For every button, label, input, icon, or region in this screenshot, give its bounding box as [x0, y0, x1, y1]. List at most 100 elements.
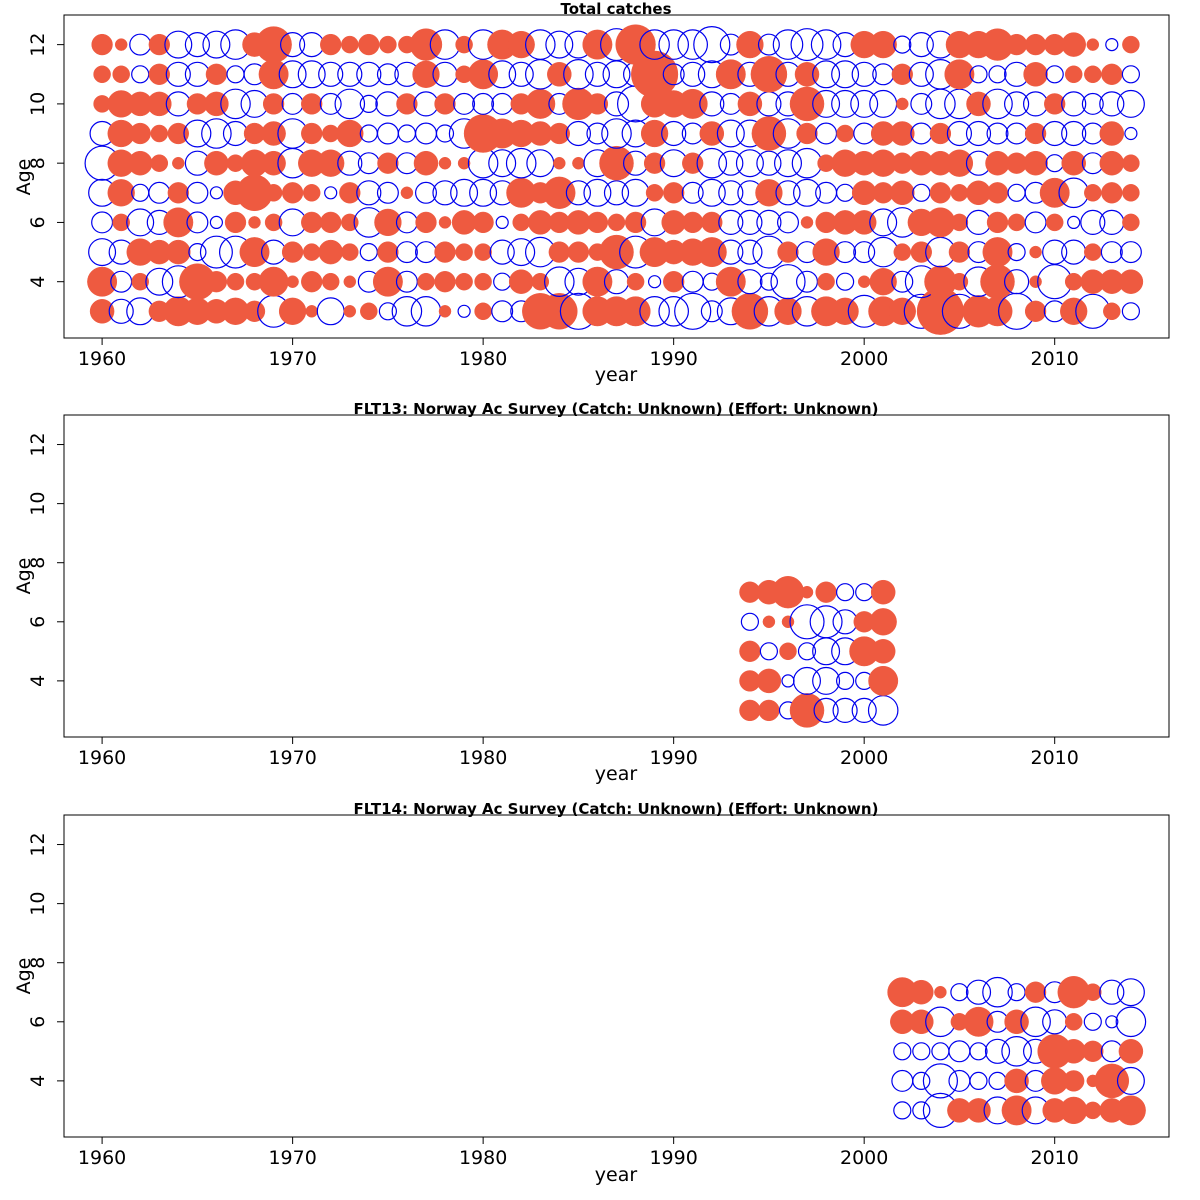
bubble-positive — [982, 296, 1013, 327]
x-tick-label: 1960 — [78, 747, 126, 769]
bubble-positive — [472, 211, 494, 234]
bubble-negative — [1116, 89, 1145, 118]
bubble-positive — [204, 91, 229, 117]
bubble-positive — [318, 239, 343, 265]
bubble-positive — [243, 300, 266, 322]
bubble-negative — [1061, 120, 1087, 147]
bubble-negative — [602, 60, 631, 89]
bubble-positive — [896, 97, 909, 111]
bubble-negative — [781, 674, 795, 688]
bubble-positive — [1060, 1096, 1088, 1125]
bubble-negative — [893, 1042, 912, 1061]
bubble-positive — [831, 297, 859, 325]
bubble-negative — [359, 243, 378, 262]
bubble-positive — [815, 581, 837, 603]
bubble-positive — [1004, 1068, 1029, 1094]
bubble-negative — [621, 178, 650, 207]
bubble-negative — [376, 63, 399, 86]
bubble-positive — [112, 65, 130, 84]
bubble-positive — [1063, 1070, 1085, 1092]
bubble-positive — [1005, 33, 1028, 56]
bubble-positive — [796, 122, 818, 145]
bubble-positive — [986, 211, 1009, 234]
plot-frame — [63, 14, 1170, 339]
bubble-positive — [857, 275, 871, 288]
bubble-positive — [870, 579, 896, 605]
bubble-positive — [264, 213, 283, 232]
bubble-positive — [645, 184, 664, 202]
bubble-positive — [1004, 1009, 1029, 1035]
bubble-positive — [305, 305, 318, 318]
bubble-negative — [1003, 91, 1030, 117]
bubble-positive — [1024, 981, 1047, 1003]
bubble-negative — [891, 1069, 914, 1092]
bubble-negative — [810, 29, 842, 60]
bubble-negative — [832, 609, 858, 635]
bubble-negative — [278, 60, 307, 89]
bubble-positive — [1023, 62, 1048, 87]
bubble-negative — [812, 666, 841, 695]
bubble-negative — [922, 1063, 959, 1099]
bubble-positive — [320, 33, 342, 56]
bubble-negative — [792, 666, 821, 695]
bubble-negative — [410, 295, 442, 327]
bubble-negative — [912, 183, 931, 202]
bubble-negative — [812, 89, 841, 118]
bubble-negative — [697, 178, 726, 207]
bubble-negative — [1100, 241, 1123, 264]
bubble-positive — [1122, 213, 1140, 232]
bubble-negative — [129, 33, 152, 56]
bubble-negative — [770, 264, 806, 300]
bubble-negative — [1042, 120, 1068, 147]
bubble-negative — [756, 150, 782, 176]
bubble-positive — [1103, 302, 1121, 321]
x-tick-label: 2000 — [840, 747, 888, 769]
bubble-positive — [1115, 1095, 1146, 1126]
bubble-negative — [1119, 241, 1142, 264]
y-tick-label: 12 — [27, 832, 49, 856]
bubble-positive — [438, 305, 452, 318]
bubble-negative — [1042, 1009, 1068, 1035]
bubble-positive — [455, 35, 473, 54]
bubble-positive — [715, 266, 746, 297]
bubble-negative — [718, 209, 744, 235]
bubble-negative — [356, 180, 382, 206]
bubble-negative — [984, 1038, 1011, 1064]
bubble-negative — [1080, 209, 1106, 235]
bubble-negative — [432, 180, 458, 206]
bubble-positive — [341, 243, 359, 261]
panel-title: FLT14: Norway Ac Survey (Catch: Unknown)… — [354, 800, 879, 818]
bubble-positive — [1061, 150, 1086, 176]
bubble-positive — [343, 305, 357, 318]
bubble-negative — [469, 178, 498, 207]
bubble-negative — [851, 697, 877, 724]
bubble-negative — [834, 241, 857, 264]
bubble-positive — [438, 216, 452, 229]
bubble-positive — [379, 35, 397, 54]
bubble-positive — [572, 156, 585, 170]
bubble-negative — [489, 239, 515, 265]
bubble-negative — [1045, 65, 1064, 84]
y-tick-label: 10 — [27, 892, 49, 916]
bubble-negative — [910, 92, 933, 115]
panel-flt14: FLT14: Norway Ac Survey (Catch: Unknown)… — [13, 800, 1170, 1186]
bubble-negative — [737, 239, 763, 265]
bubble-positive — [794, 62, 820, 87]
bubble-positive — [434, 241, 456, 263]
x-tick-label: 1960 — [78, 348, 126, 370]
bubble-negative — [505, 147, 537, 179]
bubble-negative — [855, 583, 874, 602]
bubble-negative — [792, 178, 821, 207]
bubble-positive — [107, 179, 135, 207]
bubble-negative — [226, 65, 245, 84]
bubble-positive — [400, 186, 414, 200]
bubble-positive — [739, 699, 761, 722]
bubble-negative — [869, 208, 898, 237]
bubble-positive — [127, 150, 153, 176]
x-tick-label: 1970 — [268, 1147, 316, 1169]
bubble-positive — [985, 150, 1010, 176]
bubble-positive — [1007, 213, 1026, 232]
bubble-positive — [415, 211, 437, 234]
bubble-negative — [891, 270, 914, 293]
bubble-positive — [205, 63, 228, 85]
